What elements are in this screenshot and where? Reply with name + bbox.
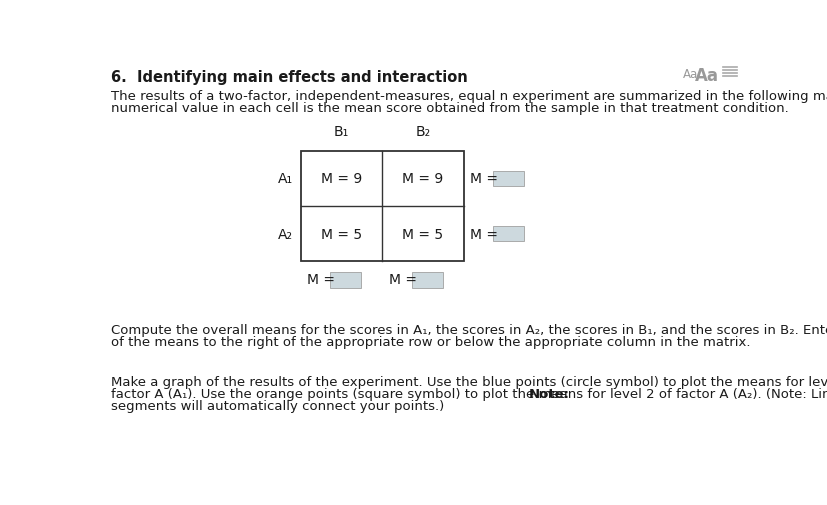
Text: M = 5: M = 5	[403, 227, 443, 241]
Text: A₂: A₂	[278, 227, 294, 241]
Text: M =: M =	[470, 172, 498, 186]
Text: numerical value in each cell is the mean score obtained from the sample in that : numerical value in each cell is the mean…	[111, 102, 789, 115]
Bar	[412, 273, 442, 288]
Text: Note:: Note:	[528, 388, 570, 400]
Text: Compute the overall means for the scores in A₁, the scores in A₂, the scores in : Compute the overall means for the scores…	[111, 323, 827, 336]
Text: M =: M =	[307, 273, 335, 287]
Text: B₂: B₂	[415, 125, 431, 139]
Text: B₁: B₁	[334, 125, 349, 139]
Text: M = 9: M = 9	[403, 172, 444, 186]
Bar	[493, 227, 524, 242]
Text: factor A (A₁). Use the orange points (square symbol) to plot the means for level: factor A (A₁). Use the orange points (sq…	[111, 388, 827, 400]
Text: Aa: Aa	[695, 67, 719, 85]
Text: 6.  Identifying main effects and interaction: 6. Identifying main effects and interact…	[111, 70, 468, 85]
Text: M =: M =	[389, 273, 417, 287]
Text: M =: M =	[470, 227, 498, 241]
Text: The results of a two-factor, independent-measures, equal n experiment are summar: The results of a two-factor, independent…	[111, 90, 827, 103]
Bar	[331, 273, 361, 288]
Bar	[301, 152, 464, 262]
Text: M = 9: M = 9	[321, 172, 362, 186]
Text: of the means to the right of the appropriate row or below the appropriate column: of the means to the right of the appropr…	[111, 335, 751, 348]
Text: segments will automatically connect your points.): segments will automatically connect your…	[111, 399, 444, 413]
Text: A₁: A₁	[278, 172, 294, 186]
Text: M = 5: M = 5	[321, 227, 362, 241]
Text: Make a graph of the results of the experiment. Use the blue points (circle symbo: Make a graph of the results of the exper…	[111, 376, 827, 389]
Bar	[493, 171, 524, 187]
Text: Aa: Aa	[683, 68, 698, 81]
